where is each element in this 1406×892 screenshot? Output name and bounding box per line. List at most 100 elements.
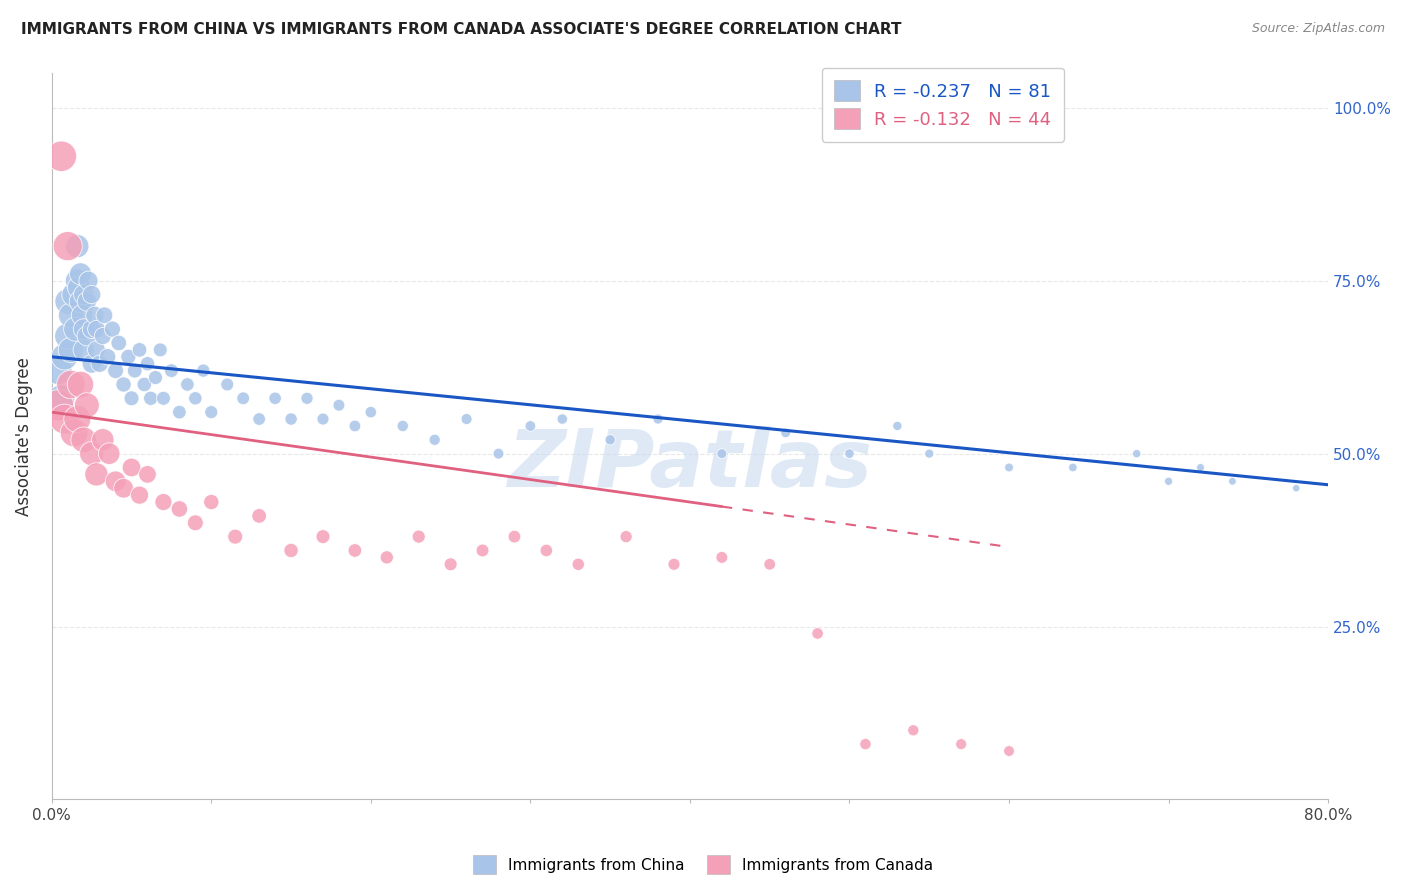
Point — [217, 377, 239, 392]
Point — [73, 287, 96, 301]
Text: IMMIGRANTS FROM CHINA VS IMMIGRANTS FROM CANADA ASSOCIATE'S DEGREE CORRELATION C: IMMIGRANTS FROM CHINA VS IMMIGRANTS FROM… — [21, 22, 901, 37]
Point — [391, 419, 413, 434]
Point — [53, 350, 76, 364]
Point — [280, 412, 302, 426]
Point — [488, 447, 510, 461]
Point — [93, 308, 115, 322]
Point — [855, 737, 877, 751]
Point — [51, 392, 73, 406]
Point — [1157, 475, 1180, 489]
Text: Source: ZipAtlas.com: Source: ZipAtlas.com — [1251, 22, 1385, 36]
Point — [56, 329, 79, 343]
Point — [80, 287, 103, 301]
Point — [184, 392, 207, 406]
Point — [614, 530, 637, 544]
Point — [59, 343, 82, 357]
Point — [1189, 460, 1212, 475]
Point — [1125, 447, 1147, 461]
Point — [312, 530, 335, 544]
Point — [567, 558, 589, 572]
Point — [169, 405, 191, 419]
Point — [145, 370, 167, 384]
Point — [128, 343, 150, 357]
Point — [46, 364, 69, 378]
Point — [599, 433, 621, 447]
Point — [152, 392, 174, 406]
Point — [101, 322, 124, 336]
Point — [80, 357, 103, 371]
Point — [89, 357, 111, 371]
Point — [247, 508, 270, 523]
Point — [758, 558, 780, 572]
Point — [73, 322, 96, 336]
Point — [107, 335, 129, 350]
Point — [53, 412, 76, 426]
Point — [375, 550, 398, 565]
Point — [97, 350, 120, 364]
Point — [950, 737, 973, 751]
Point — [104, 475, 127, 489]
Point — [247, 412, 270, 426]
Point — [80, 322, 103, 336]
Point — [200, 405, 222, 419]
Point — [193, 364, 215, 378]
Point — [63, 425, 86, 440]
Point — [76, 294, 98, 309]
Point — [536, 543, 558, 558]
Point — [280, 543, 302, 558]
Point — [73, 343, 96, 357]
Point — [456, 412, 478, 426]
Point — [423, 433, 446, 447]
Point — [152, 495, 174, 509]
Point — [160, 364, 183, 378]
Point — [86, 343, 108, 357]
Point — [76, 398, 98, 412]
Point — [710, 550, 733, 565]
Point — [328, 398, 350, 412]
Point — [200, 495, 222, 509]
Point — [312, 412, 335, 426]
Legend: R = -0.237   N = 81, R = -0.132   N = 44: R = -0.237 N = 81, R = -0.132 N = 44 — [821, 68, 1064, 142]
Point — [51, 149, 73, 163]
Point — [124, 364, 146, 378]
Point — [519, 419, 541, 434]
Point — [838, 447, 860, 461]
Point — [224, 530, 246, 544]
Point — [662, 558, 685, 572]
Point — [56, 294, 79, 309]
Point — [886, 419, 908, 434]
Point — [998, 744, 1021, 758]
Point — [775, 425, 797, 440]
Point — [67, 280, 90, 294]
Point — [66, 239, 89, 253]
Point — [408, 530, 430, 544]
Point — [1222, 475, 1244, 489]
Point — [295, 392, 318, 406]
Point — [439, 558, 461, 572]
Point — [806, 626, 828, 640]
Point — [343, 543, 366, 558]
Point — [56, 239, 79, 253]
Point — [918, 447, 941, 461]
Point — [77, 274, 100, 288]
Point — [117, 350, 139, 364]
Point — [184, 516, 207, 530]
Point — [86, 322, 108, 336]
Point — [647, 412, 669, 426]
Point — [59, 308, 82, 322]
Point — [83, 308, 105, 322]
Point — [264, 392, 287, 406]
Point — [46, 398, 69, 412]
Point — [63, 287, 86, 301]
Text: ZIPatlas: ZIPatlas — [508, 426, 873, 504]
Point — [73, 433, 96, 447]
Legend: Immigrants from China, Immigrants from Canada: Immigrants from China, Immigrants from C… — [467, 849, 939, 880]
Point — [121, 392, 143, 406]
Point — [360, 405, 382, 419]
Point — [104, 364, 127, 378]
Point — [86, 467, 108, 482]
Point — [134, 377, 156, 392]
Point — [65, 322, 87, 336]
Point — [69, 267, 91, 281]
Y-axis label: Associate's Degree: Associate's Degree — [15, 357, 32, 516]
